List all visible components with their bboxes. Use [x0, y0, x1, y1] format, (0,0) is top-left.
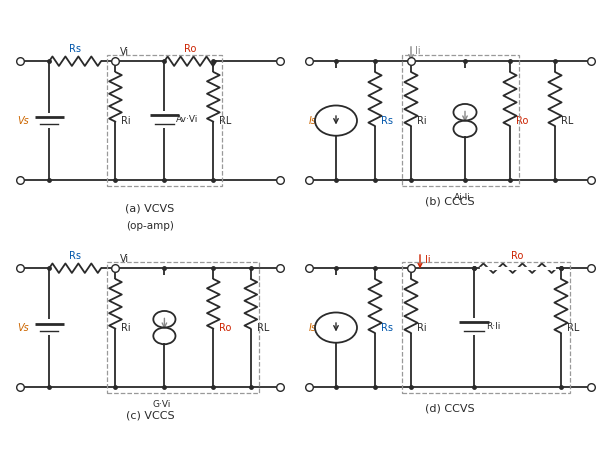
Text: Ro: Ro: [184, 44, 197, 54]
Bar: [402, 55, 519, 186]
Bar: [107, 55, 222, 186]
Text: R·Ii: R·Ii: [486, 322, 500, 331]
Text: (b) CCCS: (b) CCCS: [425, 197, 475, 207]
Text: Ro: Ro: [219, 323, 232, 333]
Text: Ai·Ii: Ai·Ii: [454, 193, 470, 202]
Text: (op-amp): (op-amp): [126, 221, 174, 231]
Text: G·Vi: G·Vi: [152, 400, 171, 409]
Text: Rs: Rs: [69, 251, 81, 261]
Text: Ii: Ii: [415, 46, 421, 57]
Text: Rs: Rs: [69, 44, 81, 54]
Text: Ri: Ri: [121, 323, 131, 333]
Text: Vi: Vi: [120, 47, 129, 57]
Text: Rs: Rs: [381, 116, 393, 126]
Text: RL: RL: [567, 323, 580, 333]
Text: Ii: Ii: [425, 255, 430, 265]
Text: Rs: Rs: [381, 323, 393, 333]
Text: Vs: Vs: [17, 116, 29, 126]
Text: (a) VCVS: (a) VCVS: [125, 203, 175, 213]
Text: (c) VCCS: (c) VCCS: [125, 410, 175, 420]
Bar: [107, 262, 259, 393]
Text: RL: RL: [561, 116, 574, 126]
Text: Ro: Ro: [516, 116, 529, 126]
Text: Is: Is: [308, 323, 317, 333]
Text: Ri: Ri: [417, 116, 427, 126]
Text: Vs: Vs: [17, 323, 29, 333]
Text: Av·Vi: Av·Vi: [176, 115, 198, 124]
Text: Is: Is: [308, 116, 317, 126]
Text: Vi: Vi: [120, 254, 129, 264]
Bar: [402, 262, 570, 393]
Text: Ro: Ro: [511, 251, 524, 261]
Text: Ri: Ri: [417, 323, 427, 333]
Text: RL: RL: [219, 116, 232, 126]
Text: RL: RL: [257, 323, 269, 333]
Text: (d) CCVS: (d) CCVS: [425, 404, 475, 414]
Text: Ri: Ri: [121, 116, 131, 126]
